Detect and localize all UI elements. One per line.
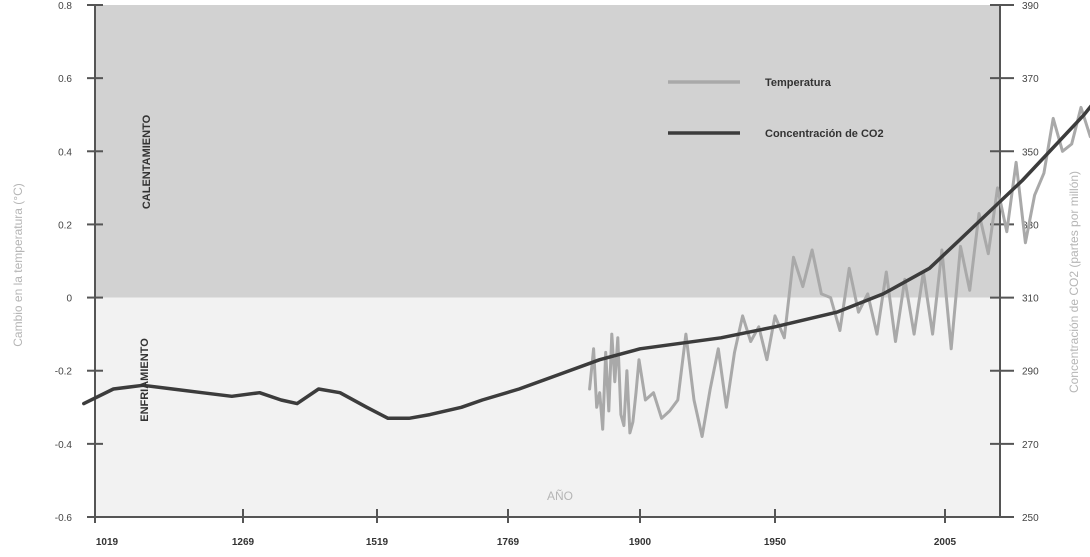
temperature-line (588, 105, 1090, 438)
warming-region (95, 5, 1000, 298)
y-left-tick-label: 0 (66, 294, 72, 305)
x-axis-label: AÑO (547, 489, 573, 503)
x-tick-label: 1519 (366, 537, 389, 548)
chart-background (95, 5, 1000, 517)
y-right-tick-label: 290 (1022, 367, 1039, 378)
y-left-tick-label: 0.6 (58, 74, 72, 85)
cooling-label: ENFRIAMIENTO (139, 338, 151, 422)
y-right-tick-label: 350 (1022, 147, 1039, 158)
legend-label-temperatura: Temperatura (765, 77, 832, 89)
y-left-tick-label: 0.8 (58, 1, 72, 12)
co2-line (82, 104, 1090, 421)
y-right-tick-label: 390 (1022, 1, 1039, 12)
y-right-tick-label: 310 (1022, 294, 1039, 305)
y-axis-left-label: Cambio en la temperatura (°C) (11, 183, 25, 347)
y-left-tick-label: -0.4 (55, 440, 73, 451)
x-tick-label: 1269 (232, 537, 255, 548)
x-tick-label: 1019 (96, 537, 119, 548)
cooling-region (95, 297, 1000, 517)
x-tick-label: 1900 (629, 537, 652, 548)
chart-series (82, 104, 1090, 438)
x-tick-label: 1950 (764, 537, 787, 548)
y-right-tick-label: 330 (1022, 220, 1039, 231)
y-axis-right-label: Concentración de CO2 (partes por millón) (1067, 171, 1081, 393)
warming-label: CALENTAMIENTO (141, 114, 153, 209)
y-right-tick-label: 370 (1022, 74, 1039, 85)
x-tick-label: 2005 (934, 537, 957, 548)
y-left-tick-label: 0.4 (58, 147, 72, 158)
y-right-tick-label: 250 (1022, 513, 1039, 524)
y-left-tick-label: 0.2 (58, 220, 72, 231)
chart-legend: Temperatura Concentración de CO2 (668, 77, 884, 140)
y-left-tick-label: -0.6 (55, 513, 73, 524)
y-right-tick-label: 270 (1022, 440, 1039, 451)
chart-axes: 0.8 0.6 0.4 0.2 0 -0.2 -0.4 -0.6 390 370 350 330 310… (55, 1, 1039, 548)
legend-label-co2: Concentración de CO2 (765, 128, 884, 140)
y-left-tick-label: -0.2 (55, 367, 73, 378)
x-tick-label: 1769 (497, 537, 520, 548)
